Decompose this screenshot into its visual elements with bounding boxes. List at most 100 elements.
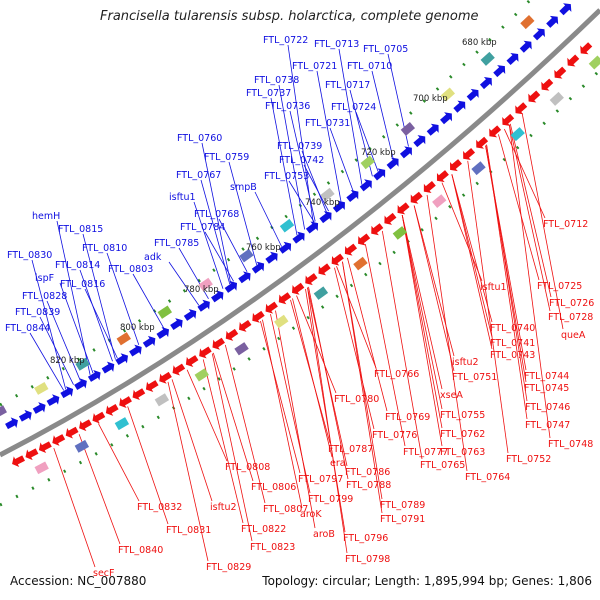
reverse-gene-label: FTL_0789: [380, 500, 425, 511]
gene-arrow-shape: [142, 335, 156, 348]
kbp-tick-label: 820 kbp: [50, 356, 85, 366]
gene-arrow-shape: [79, 419, 92, 432]
label-connector-line: [292, 298, 333, 458]
forward-gene-label: FTL_0713: [314, 39, 359, 50]
reverse-gene-label: FTL_0751: [452, 372, 497, 383]
reverse-gene-label: aroB: [313, 529, 335, 540]
gene-block: [392, 226, 408, 240]
label-connector-line: [202, 359, 244, 524]
gene-block-rect: [520, 15, 535, 30]
gene-arrow-shape: [92, 411, 106, 424]
label-connector-line: [503, 128, 546, 219]
forward-gene-label: FTL_0705: [363, 44, 408, 55]
gene-block: [313, 286, 329, 300]
forward-gene-arrow: [453, 100, 466, 113]
reverse-gene-arrow: [65, 426, 79, 439]
gene-block: [279, 218, 295, 233]
gene-block: [549, 91, 564, 106]
label-connector-line: [84, 288, 118, 359]
gene-arrow-shape: [397, 202, 410, 215]
forward-gene-label: FTL_0844: [5, 323, 50, 334]
gene-arrow-shape: [399, 146, 412, 159]
gene-arrow-shape: [567, 54, 580, 67]
gene-arrow-shape: [436, 170, 449, 183]
gene-block-rect: [194, 368, 209, 382]
reverse-gene-arrow: [292, 282, 305, 295]
reverse-gene-label: FTL_0712: [543, 219, 588, 230]
reverse-gene-arrow: [476, 136, 489, 149]
forward-gene-arrow: [197, 299, 210, 312]
reverse-gene-arrow: [92, 411, 106, 424]
forward-gene-label: FTL_0803: [108, 264, 153, 275]
reverse-gene-arrow: [515, 102, 528, 115]
gene-arrow-shape: [145, 380, 159, 392]
gene-block-rect: [157, 305, 173, 319]
gene-features: [0, 3, 600, 475]
label-connector-line: [288, 180, 315, 223]
forward-gene-arrow: [373, 168, 386, 181]
label-connector-line: [278, 84, 306, 230]
gene-arrow-shape: [87, 369, 101, 382]
label-connector-line: [289, 110, 316, 222]
forward-gene-arrow: [87, 369, 101, 382]
reverse-gene-label: FTL_0728: [548, 312, 593, 323]
reverse-gene-label: xseA: [440, 390, 463, 401]
gene-arrow-shape: [292, 231, 305, 244]
gene-block: [239, 248, 254, 263]
label-connector-line: [275, 310, 316, 529]
reverse-gene-arrow: [384, 212, 397, 225]
gene-arrow-shape: [319, 211, 332, 224]
kbp-tick-label: 720 kbp: [361, 148, 396, 158]
forward-gene-arrow: [101, 361, 115, 374]
reverse-gene-arrow: [212, 337, 225, 350]
label-connector-line: [260, 320, 301, 474]
gene-arrow-shape: [502, 113, 515, 126]
reverse-gene-arrow: [159, 371, 172, 384]
label-connector-line: [193, 201, 224, 289]
forward-gene-label: FTL_0753: [264, 171, 309, 182]
gene-block-rect: [588, 55, 600, 70]
reverse-gene-arrow: [580, 42, 593, 55]
gene-arrow-shape: [38, 441, 52, 454]
label-connector-line: [413, 205, 455, 357]
accession-label: Accession:: [10, 574, 74, 588]
gene-block-rect: [116, 332, 131, 346]
forward-gene-arrow: [74, 378, 87, 391]
forward-gene-label: FTL_0839: [15, 307, 60, 318]
reverse-gene-label: FTL_0746: [525, 402, 570, 413]
forward-gene-arrow: [265, 251, 278, 264]
gene-block-rect: [34, 461, 49, 475]
label-connector-line: [329, 127, 354, 192]
reverse-gene-arrow: [252, 310, 265, 323]
reverse-gene-label: FTL_0740: [490, 323, 535, 334]
gene-block-rect: [480, 51, 495, 66]
label-connector-line: [31, 259, 67, 390]
label-connector-line: [401, 215, 443, 390]
forward-gene-arrow: [170, 318, 183, 330]
reverse-gene-label: isftu2: [452, 357, 479, 368]
label-connector-line: [307, 287, 348, 554]
forward-gene-arrow: [319, 211, 332, 224]
label-connector-line: [371, 70, 394, 160]
gene-block-rect: [239, 248, 254, 263]
reverse-gene-arrow: [554, 66, 567, 79]
gene-arrow-shape: [172, 363, 186, 376]
label-connector-line: [451, 174, 493, 338]
reverse-gene-arrow: [397, 202, 410, 215]
gene-arrow-shape: [519, 40, 532, 53]
gene-arrow-shape: [25, 448, 39, 461]
gene-block: [198, 277, 213, 292]
reverse-gene-label: FTL_0787: [328, 444, 373, 455]
gene-arrow-shape: [346, 190, 359, 203]
label-connector-line: [186, 369, 228, 462]
reverse-gene-label: FTL_0822: [241, 524, 286, 535]
reverse-gene-arrow: [489, 125, 502, 138]
reverse-gene-arrow: [502, 113, 515, 126]
forward-gene-label: FTL_0828: [22, 291, 67, 302]
label-connector-line: [218, 218, 248, 272]
label-connector-line: [301, 150, 328, 213]
forward-gene-label: FTL_0785: [154, 238, 199, 249]
forward-gene-label: FTL_0721: [292, 61, 337, 72]
gene-arrow-shape: [238, 271, 251, 284]
gene-block-rect: [510, 127, 525, 142]
